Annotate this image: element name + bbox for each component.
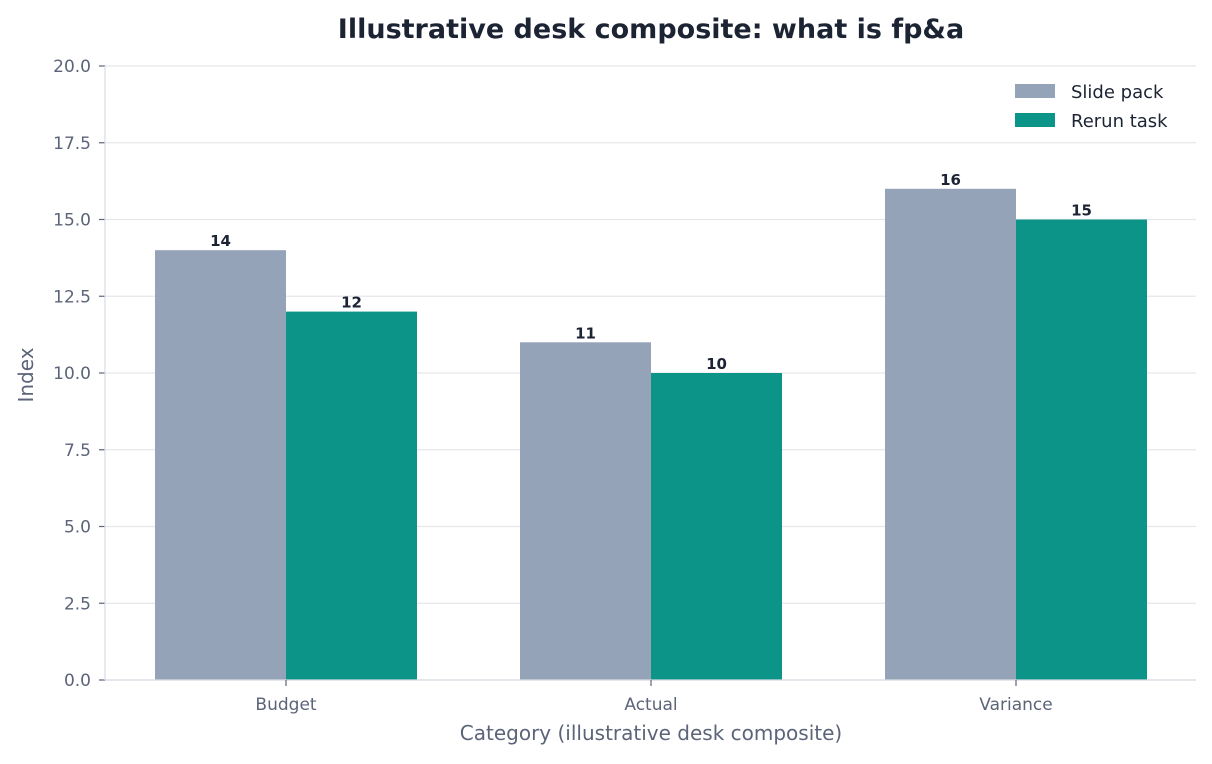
bar-value-label: 14 [210, 232, 231, 250]
y-tick-label: 5.0 [64, 518, 91, 538]
y-axis-label: Index [14, 347, 38, 402]
bar-value-label: 15 [1071, 202, 1092, 220]
x-tick-label: Actual [624, 695, 677, 715]
bars-layer [155, 188, 1147, 681]
y-tick-label: 2.5 [64, 594, 91, 614]
y-tick-label: 0.0 [64, 671, 91, 691]
bar [885, 188, 1016, 681]
y-tick-label: 12.5 [53, 287, 91, 307]
y-tick-label: 7.5 [64, 441, 91, 461]
x-axis-label: Category (illustrative desk composite) [460, 721, 842, 745]
bar [1016, 219, 1147, 680]
y-tick-label: 15.0 [53, 211, 91, 231]
bar-value-label: 10 [706, 355, 727, 373]
bar-value-label: 11 [575, 324, 596, 342]
y-tick-label: 20.0 [53, 57, 91, 77]
y-tick-label: 17.5 [53, 134, 91, 154]
x-tick-label: Budget [255, 695, 316, 715]
bar-value-label: 16 [940, 171, 961, 189]
legend-swatch [1015, 113, 1055, 127]
bar [651, 373, 782, 680]
legend-label: Slide pack [1071, 82, 1164, 103]
y-tick-label: 10.0 [53, 364, 91, 384]
axes-layer: 0.0 2.5 5.0 7.5 10.0 12.5 15.0 17.5 20.0 Budget Ac… [53, 57, 1196, 715]
x-tick-label: Variance [979, 695, 1052, 715]
legend-swatch [1015, 84, 1055, 98]
chart-title: Illustrative desk composite: what is fp&… [338, 14, 964, 45]
legend: Slide pack Rerun task [1015, 82, 1168, 132]
bar [520, 342, 651, 680]
legend-label: Rerun task [1071, 111, 1168, 132]
bar-value-label: 12 [341, 294, 362, 312]
bar [155, 250, 286, 680]
value-labels-layer: 14 12 11 10 16 15 [210, 171, 1092, 373]
bar [286, 311, 417, 680]
